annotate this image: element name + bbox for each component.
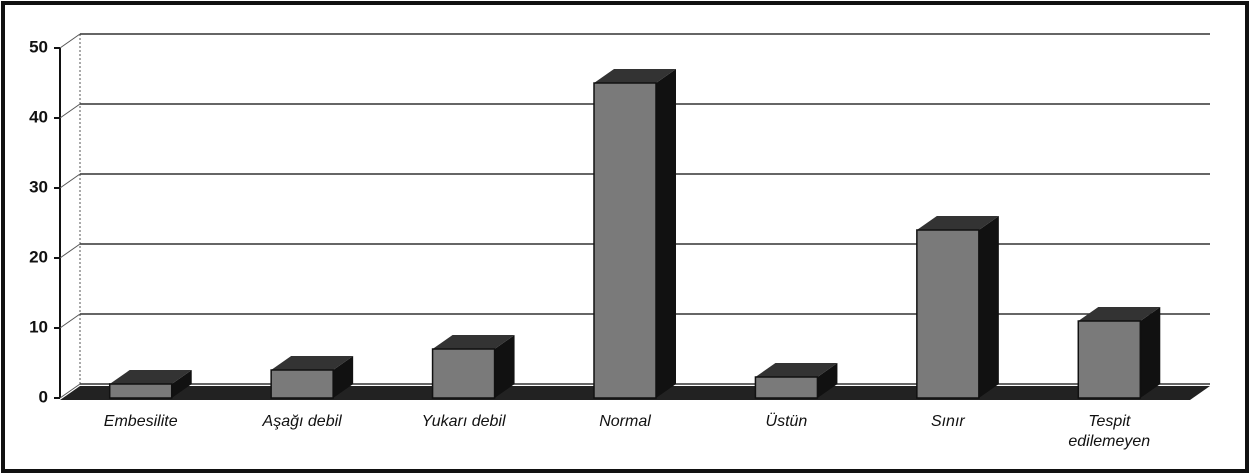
bar-top (432, 335, 515, 349)
bar (431, 348, 496, 399)
x-tick-label: Tespit edilemeyen (1068, 413, 1151, 450)
bar (108, 383, 173, 399)
bar (270, 369, 334, 399)
bar-side (656, 69, 676, 398)
grid-line (59, 103, 81, 119)
bar-top (916, 216, 999, 230)
x-tick-label: Aşağı debil (262, 413, 342, 430)
grid-line (59, 313, 81, 329)
x-tick-label: Embesilite (103, 413, 178, 430)
grid-line (59, 33, 81, 49)
bar (754, 376, 819, 399)
bar-top (755, 363, 838, 377)
grid-line (59, 243, 81, 259)
y-tick-label: 10 (29, 317, 48, 336)
y-tick-label: 20 (29, 247, 48, 266)
bar (1077, 320, 1142, 399)
y-tick-label: 40 (29, 107, 48, 126)
bar-side (817, 363, 838, 398)
x-tick-label: Normal (599, 413, 651, 430)
bar-side (978, 216, 999, 398)
bar-top (594, 69, 676, 83)
bar-side (171, 370, 192, 398)
bar-side (494, 335, 515, 398)
x-tick-label: Üstün (765, 413, 808, 430)
bar (916, 229, 980, 399)
grid-line (59, 173, 81, 189)
y-tick-label: 50 (29, 37, 48, 56)
bar-top (271, 356, 354, 370)
y-tick-label: 0 (39, 387, 48, 406)
x-tick-label: Sınır (930, 413, 965, 430)
grid-line (59, 383, 81, 399)
bar-top (1078, 307, 1161, 321)
bar-side (1140, 307, 1161, 398)
y-tick-label: 30 (29, 177, 48, 196)
bar-top (109, 370, 192, 384)
x-tick-label: Yukarı debil (421, 413, 506, 430)
bar (593, 82, 657, 399)
